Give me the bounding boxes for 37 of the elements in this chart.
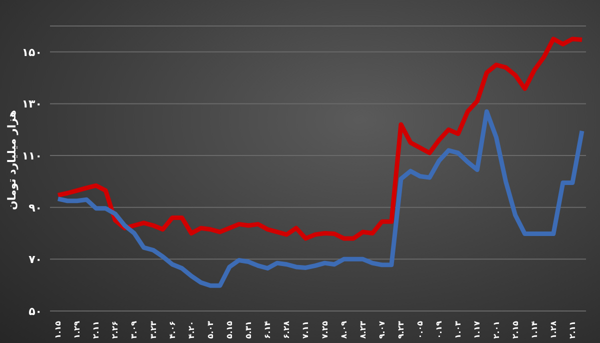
x-tick-label: ۸.۲۳ bbox=[358, 320, 368, 339]
x-tick-label: ۱.۲۹ bbox=[72, 320, 82, 339]
x-tick-label: ۵.۳۱ bbox=[244, 321, 254, 339]
x-tick-label: ۶.۱۴ bbox=[263, 320, 272, 339]
x-tick-label: ۲.۰۱ bbox=[492, 321, 501, 339]
y-tick-label: ۵۰ bbox=[28, 304, 42, 318]
x-tick-label: ۹.۲۳ bbox=[396, 320, 406, 339]
x-tick-label: ۴.۰۶ bbox=[168, 320, 177, 339]
line-series bbox=[56, 109, 584, 288]
x-tick-label: ۹.۰۷ bbox=[377, 320, 386, 339]
y-tick-label: ۱۱۰ bbox=[22, 149, 42, 162]
x-tick-label: ۷.۱۱ bbox=[301, 321, 310, 339]
x-tick-label: ۳.۰۹ bbox=[130, 320, 139, 339]
x-tick-label: ۵.۱۵ bbox=[224, 320, 234, 339]
x-tick-label: ۲.۱۱ bbox=[92, 321, 101, 339]
y-tick-label: ۹۰ bbox=[28, 201, 42, 214]
x-tick-label: ۳.۲۳ bbox=[148, 320, 158, 339]
y-tick-label: ۱۳۰ bbox=[22, 98, 42, 111]
x-tick-label: ۸.۰۹ bbox=[339, 320, 348, 339]
x-tick-label: ۶.۲۸ bbox=[282, 320, 292, 339]
line-series bbox=[56, 36, 584, 241]
y-tick-label: ۱۵۰ bbox=[22, 46, 42, 59]
x-tick-label: ۱.۱۴ bbox=[530, 320, 539, 339]
x-tick-label: ۱.۲۸ bbox=[548, 320, 558, 339]
x-tick-label: ۱.۱۵ bbox=[54, 320, 62, 339]
x-tick-label: ۰.۱۹ bbox=[434, 320, 444, 339]
x-tick-label: ۷.۲۵ bbox=[320, 320, 330, 339]
x-tick-label: ۵.۰۳ bbox=[206, 320, 215, 339]
x-tick-label: ۱.۱۷ bbox=[472, 320, 482, 339]
x-tick-label: ۴.۲۰ bbox=[186, 321, 196, 339]
y-tick-label: ۷۰ bbox=[28, 253, 42, 266]
x-tick-label: ۲.۱۱ bbox=[568, 321, 577, 339]
x-tick-label: ۲.۱۵ bbox=[510, 320, 520, 339]
x-tick-label: ۲.۲۶ bbox=[110, 320, 120, 339]
x-tick-label: ۰.۰۵ bbox=[416, 320, 425, 339]
x-tick-label: ۱.۰۳ bbox=[454, 320, 463, 339]
y-axis-title: هزار میلیارد تومان bbox=[6, 110, 18, 210]
